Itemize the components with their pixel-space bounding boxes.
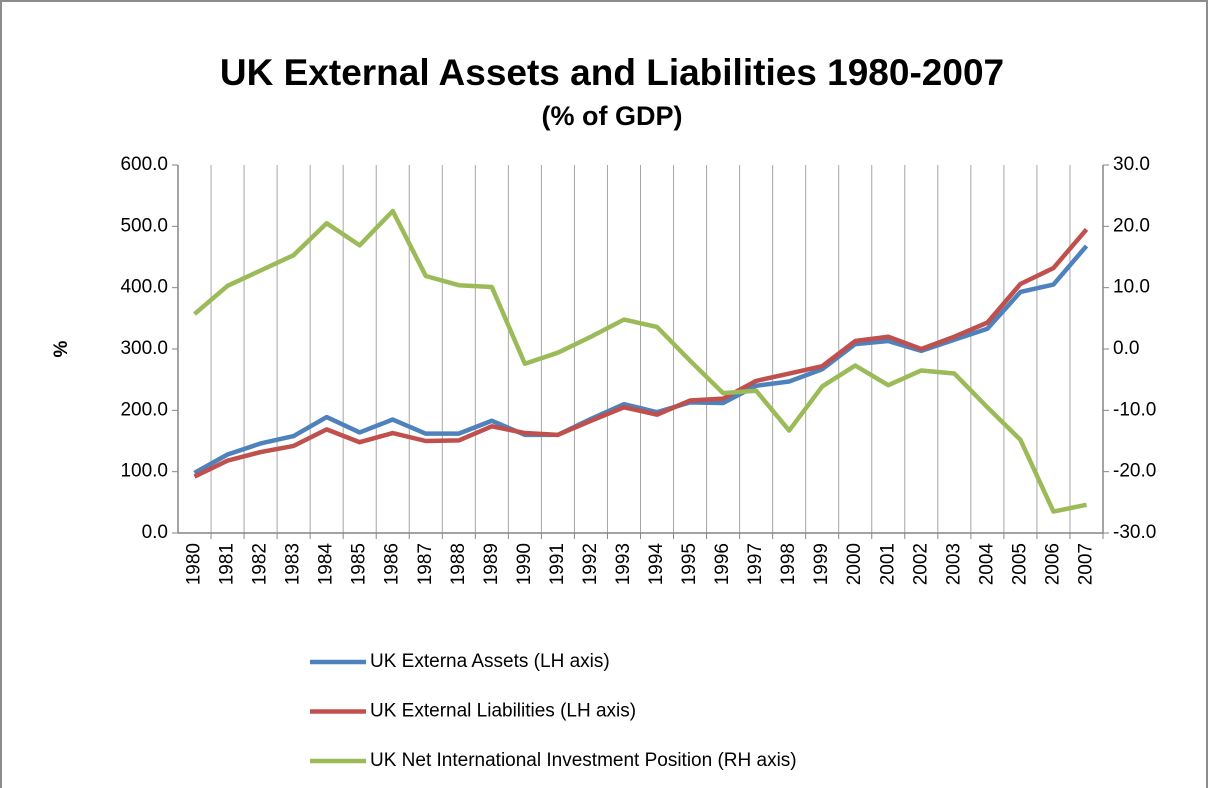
y2-tick-label: 10.0 — [1113, 277, 1150, 298]
x-tick-label: 1987 — [415, 543, 436, 585]
y-tick-label: 500.0 — [120, 215, 168, 236]
x-tick-label: 2006 — [1042, 543, 1063, 585]
x-tick-label: 1993 — [613, 543, 634, 585]
x-tick-label: 2003 — [943, 543, 964, 585]
x-tick-label: 2000 — [844, 543, 865, 585]
x-tick-label: 1997 — [745, 543, 766, 585]
x-tick-label: 1999 — [811, 543, 832, 585]
x-tick-label: 1981 — [217, 543, 238, 585]
series-line — [193, 227, 1089, 479]
chart-subtitle: (% of GDP) — [542, 101, 683, 131]
x-tick-label: 1984 — [316, 543, 337, 586]
x-tick-label: 1986 — [382, 543, 403, 585]
x-tick-label: 1996 — [712, 543, 733, 585]
x-tick-label: 1998 — [778, 543, 799, 585]
x-tick-label: 2001 — [877, 543, 898, 585]
y-tick-label: 100.0 — [120, 461, 168, 482]
x-tick-label: 1994 — [646, 543, 667, 586]
y2-tick-label: 30.0 — [1113, 154, 1150, 175]
y2-tick-label: -10.0 — [1113, 399, 1156, 420]
x-tick-label: 2004 — [976, 543, 997, 586]
y-tick-label: 200.0 — [120, 399, 168, 420]
legend-label: UK Net International Investment Position… — [370, 750, 797, 771]
y-tick-label: 600.0 — [120, 154, 168, 175]
y-tick-label: 300.0 — [120, 338, 168, 359]
y-tick-label: 400.0 — [120, 277, 168, 298]
x-tick-label: 1988 — [448, 543, 469, 585]
series-line — [193, 244, 1089, 475]
x-tick-label: 2007 — [1075, 543, 1096, 585]
x-tick-label: 2002 — [910, 543, 931, 585]
y-axis-label: % — [51, 340, 72, 357]
y2-tick-label: 0.0 — [1113, 338, 1139, 359]
x-tick-label: 1985 — [349, 543, 370, 585]
x-tick-label: 1990 — [514, 543, 535, 585]
x-tick-label: 1983 — [283, 543, 304, 585]
y2-tick-label: 20.0 — [1113, 215, 1150, 236]
x-tick-label: 1992 — [580, 543, 601, 585]
legend-label: UK External Liabilities (LH axis) — [370, 701, 636, 722]
chart-title: UK External Assets and Liabilities 1980-… — [220, 52, 1004, 93]
x-tick-label: 1995 — [679, 543, 700, 585]
x-tick-label: 1989 — [481, 543, 502, 585]
y2-tick-label: -20.0 — [1113, 461, 1156, 482]
x-tick-label: 1980 — [184, 543, 205, 585]
x-tick-label: 1991 — [547, 543, 568, 585]
legend-label: UK Externa Assets (LH axis) — [370, 651, 610, 672]
series-line — [193, 208, 1087, 514]
x-tick-label: 1982 — [250, 543, 271, 585]
y2-tick-label: -30.0 — [1113, 522, 1156, 543]
y-tick-label: 0.0 — [142, 522, 168, 543]
x-tick-label: 2005 — [1009, 543, 1030, 585]
